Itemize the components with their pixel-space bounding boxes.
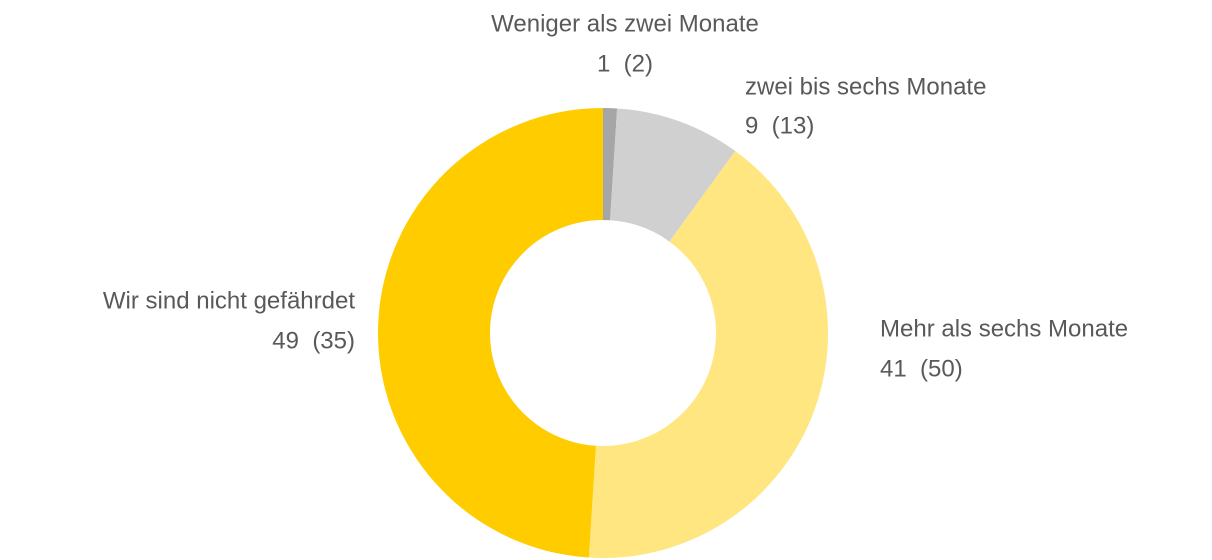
value-label: 41 (50) [880, 355, 963, 382]
donut-slice [610, 108, 736, 242]
donut-slice [603, 108, 618, 221]
slice-label: Wir sind nicht gefährdet [103, 287, 355, 314]
slice-label: Mehr als sechs Monate [880, 315, 1128, 342]
slice-label: Weniger als zwei Monate [491, 10, 759, 37]
value-label: 1 (2) [597, 50, 653, 77]
value-label: 49 (35) [272, 327, 355, 354]
value-label: 9 (13) [745, 112, 814, 139]
donut-slice [377, 108, 603, 558]
slice-label: zwei bis sechs Monate [745, 73, 986, 100]
donut-slice [588, 150, 829, 558]
